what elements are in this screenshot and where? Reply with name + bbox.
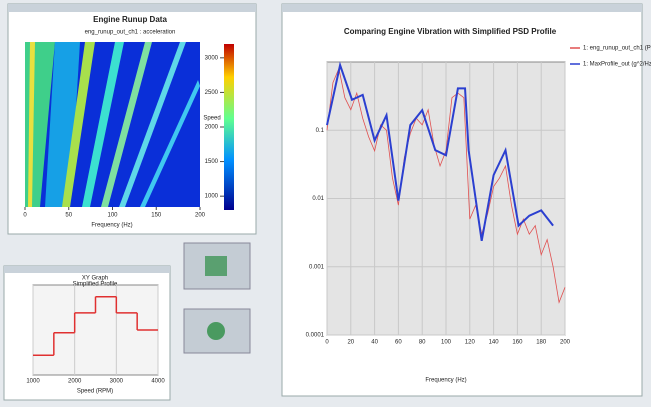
- colorbar-tick-label: 1000: [205, 194, 219, 200]
- psd-line: [326, 61, 554, 241]
- y-tick-label: 0.001: [309, 264, 325, 270]
- x-tick-label: 4000: [151, 379, 165, 385]
- x-axis-label: Speed (RPM): [77, 389, 113, 395]
- x-tick-label: 140: [489, 340, 500, 346]
- y-tick-label: 0.1: [316, 128, 325, 134]
- x-tick-label: 150: [151, 213, 162, 219]
- x-tick-label: 20: [347, 340, 354, 346]
- x-tick-label: 1000: [26, 379, 40, 385]
- titlebar[interactable]: [4, 266, 170, 273]
- colorbar-tick-label: 3000: [205, 55, 219, 61]
- button-icon: [205, 256, 227, 276]
- x-tick-label: 0: [325, 340, 329, 346]
- button-icon: [207, 322, 225, 340]
- profile-subtitle: Simplified Profile: [73, 282, 118, 288]
- colorbar: [224, 44, 234, 210]
- psd-title: Comparing Engine Vibration with Simplifi…: [344, 27, 557, 36]
- x-axis-label: Frequency (Hz): [91, 223, 132, 229]
- x-tick-label: 120: [465, 340, 476, 346]
- x-tick-label: 0: [23, 213, 27, 219]
- y-tick-label: 0.0001: [306, 333, 325, 339]
- x-tick-label: 3000: [110, 379, 124, 385]
- colorbar-tick-label: 2000: [205, 125, 219, 131]
- profile-title: XY Graph: [82, 276, 108, 282]
- colorbar-label: Speed: [203, 116, 220, 122]
- colorbar-tick-label: 1500: [205, 159, 219, 165]
- y-tick-label: 0.01: [312, 196, 324, 202]
- colorbar-tick-label: 2500: [205, 90, 219, 96]
- x-tick-label: 50: [65, 213, 72, 219]
- x-tick-label: 80: [419, 340, 426, 346]
- runup-subtitle: eng_runup_out_ch1 : acceleration: [85, 30, 176, 36]
- x-tick-label: 40: [371, 340, 378, 346]
- x-tick-label: 200: [195, 213, 206, 219]
- x-tick-label: 100: [107, 213, 118, 219]
- x-tick-label: 60: [395, 340, 402, 346]
- titlebar[interactable]: [282, 4, 642, 12]
- x-axis-label: Frequency (Hz): [425, 378, 466, 384]
- titlebar[interactable]: [8, 4, 256, 12]
- heatmap: [25, 42, 200, 207]
- legend-entry: 1: MaxProfile_out (g^2/Hz): [583, 62, 651, 68]
- x-tick-label: 100: [441, 340, 452, 346]
- x-tick-label: 160: [512, 340, 523, 346]
- legend-entry: 1: eng_runup_out_ch1 (PSD): [583, 46, 651, 52]
- x-tick-label: 180: [536, 340, 547, 346]
- x-tick-label: 200: [560, 340, 571, 346]
- x-tick-label: 2000: [68, 379, 82, 385]
- runup-title: Engine Runup Data: [93, 15, 167, 24]
